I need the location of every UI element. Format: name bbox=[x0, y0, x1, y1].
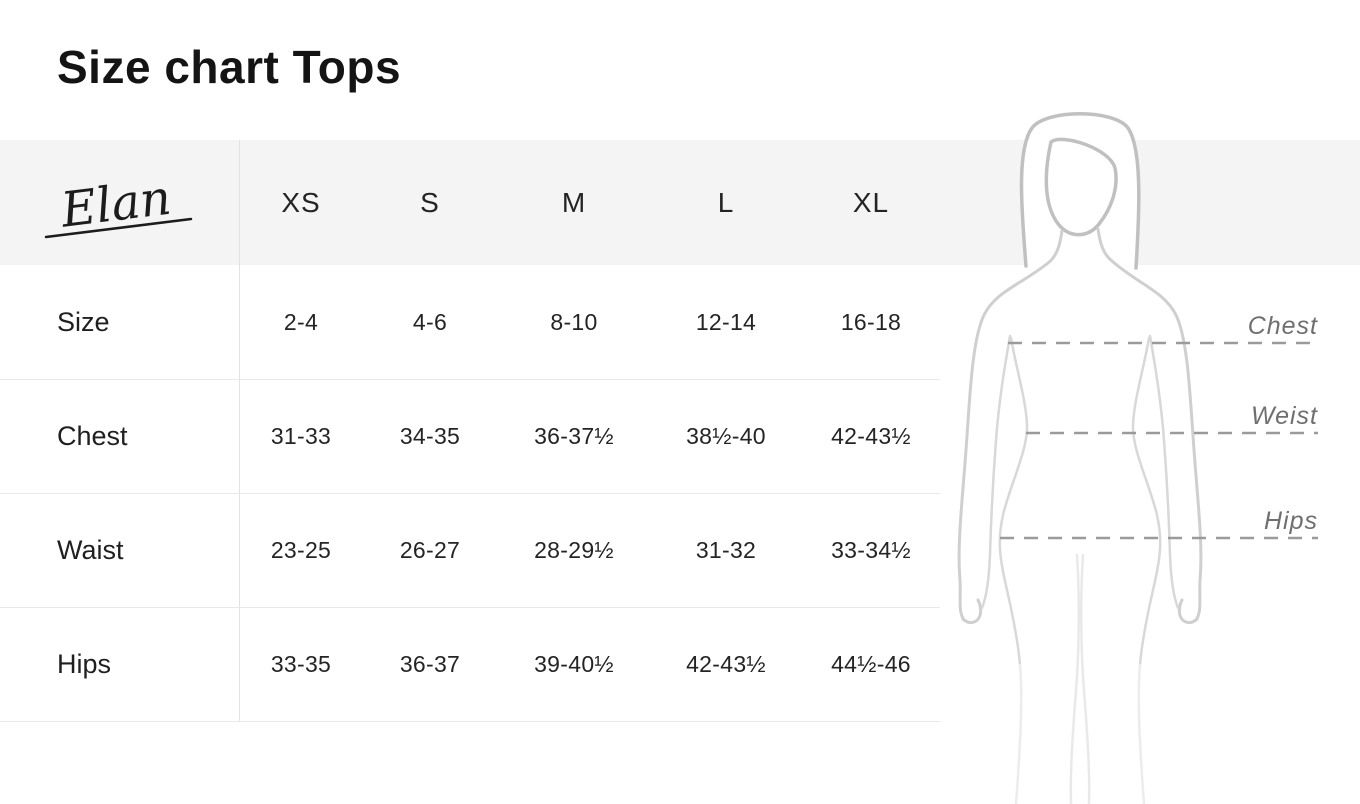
waist-measure-label: Weist bbox=[1251, 402, 1318, 430]
row-label-size: Size bbox=[0, 265, 240, 379]
neck-left-line bbox=[1046, 229, 1064, 265]
hips-l-value: 42-43½ bbox=[686, 651, 766, 677]
right-outer-leg bbox=[1137, 663, 1146, 804]
hips-s-value: 36-37 bbox=[399, 651, 461, 677]
hips-xs-value: 33-35 bbox=[270, 651, 332, 677]
size-table: Elan XS S M L XL Size 2-4 4-6 8-10 12-14… bbox=[0, 140, 940, 722]
table-row-hips: Hips 33-35 36-37 39-40½ 42-43½ 44½-46 bbox=[0, 608, 940, 722]
size-header-xl: XL bbox=[852, 186, 890, 218]
size-s-value: 4-6 bbox=[412, 308, 448, 335]
size-xl-value: 16-18 bbox=[840, 308, 902, 335]
body-silhouette-illustration: Chest Weist Hips bbox=[957, 112, 1318, 804]
size-l-value: 12-14 bbox=[695, 308, 757, 335]
left-inner-arm bbox=[980, 334, 1012, 610]
hips-measure-label: Hips bbox=[1264, 507, 1318, 535]
waist-m-value: 28-29½ bbox=[534, 537, 614, 563]
table-row-size: Size 2-4 4-6 8-10 12-14 16-18 bbox=[0, 265, 940, 380]
brand-logo: Elan bbox=[44, 169, 192, 238]
waist-xl-value: 33-34½ bbox=[831, 537, 911, 563]
left-inner-leg bbox=[1069, 553, 1080, 804]
row-label-waist: Waist bbox=[0, 494, 240, 607]
chest-xl-value: 42-43½ bbox=[831, 423, 911, 449]
brand-logo-underline bbox=[44, 217, 192, 238]
chest-measure-label: Chest bbox=[1248, 312, 1318, 340]
hair-outline bbox=[1019, 112, 1141, 270]
row-label-hips: Hips bbox=[0, 608, 240, 721]
hips-m-value: 39-40½ bbox=[534, 651, 614, 677]
table-row-waist: Waist 23-25 26-27 28-29½ 31-32 33-34½ bbox=[0, 494, 940, 608]
chest-m-value: 36-37½ bbox=[534, 423, 614, 449]
row-label-chest: Chest bbox=[0, 380, 240, 493]
right-torso-line bbox=[1131, 336, 1162, 667]
face-outline bbox=[1044, 137, 1118, 237]
brand-logo-cell: Elan bbox=[0, 140, 240, 265]
table-row-chest: Chest 31-33 34-35 36-37½ 38½-40 42-43½ bbox=[0, 380, 940, 494]
chest-s-value: 34-35 bbox=[399, 423, 461, 449]
waist-s-value: 26-27 bbox=[399, 537, 461, 563]
size-xs-value: 2-4 bbox=[283, 308, 319, 335]
neck-right-line bbox=[1096, 227, 1114, 263]
left-torso-line bbox=[998, 336, 1029, 667]
waist-l-value: 31-32 bbox=[695, 537, 757, 563]
page-title: Size chart Tops bbox=[57, 41, 402, 93]
size-m-value: 8-10 bbox=[550, 308, 598, 335]
size-header-s: S bbox=[420, 186, 440, 218]
left-outer-leg bbox=[1014, 663, 1023, 804]
waist-xs-value: 23-25 bbox=[270, 537, 332, 563]
left-shoulder-arm bbox=[957, 261, 1050, 625]
chest-l-value: 38½-40 bbox=[686, 423, 766, 449]
chest-xs-value: 31-33 bbox=[270, 423, 332, 449]
right-inner-leg bbox=[1080, 553, 1091, 804]
hips-xl-value: 44½-46 bbox=[831, 651, 911, 677]
size-table-header-row: Elan XS S M L XL bbox=[0, 140, 940, 265]
size-header-xs: XS bbox=[281, 186, 321, 218]
size-header-m: M bbox=[561, 186, 587, 218]
right-shoulder-arm bbox=[1110, 259, 1203, 625]
size-header-l: L bbox=[717, 186, 735, 218]
right-inner-arm bbox=[1148, 334, 1180, 610]
